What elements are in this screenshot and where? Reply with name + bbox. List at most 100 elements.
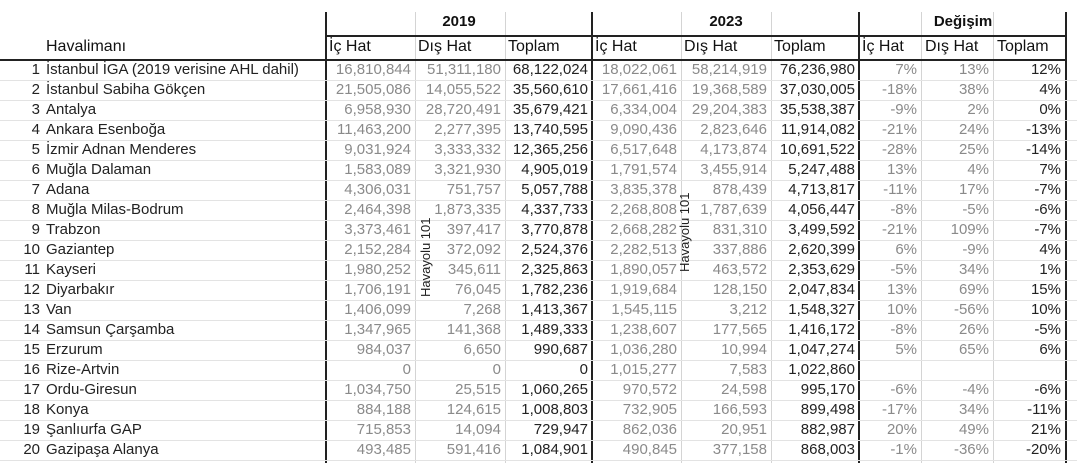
total-change-header: Toplam <box>997 38 1049 55</box>
domestic-2019-header: İç Hat <box>329 38 371 55</box>
value-cell-ct: -11% <box>1027 401 1061 418</box>
value-cell-d23: 1,015,277 <box>610 361 677 378</box>
value-cell-ci: 24% <box>958 121 989 138</box>
value-cell-d19: 715,853 <box>356 421 411 438</box>
value-cell-t23: 5,247,488 <box>788 161 855 178</box>
value-cell-d19: 1,980,252 <box>344 261 411 278</box>
value-cell-t19: 3,770,878 <box>521 221 588 238</box>
value-cell-ct: 1% <box>1039 261 1061 278</box>
value-cell-ct: -6% <box>1034 201 1061 218</box>
section-divider <box>325 12 327 463</box>
value-cell-ct: 12% <box>1030 61 1061 78</box>
value-cell-ci: 25% <box>958 141 989 158</box>
value-cell-i19: 751,757 <box>446 181 501 198</box>
value-cell-i23: 24,598 <box>721 381 767 398</box>
international-change-header: Dış Hat <box>925 38 979 55</box>
value-cell-ct: 15% <box>1030 281 1061 298</box>
value-cell-d19: 2,464,398 <box>344 201 411 218</box>
row-divider <box>0 420 1077 421</box>
value-cell-ct: -20% <box>1025 441 1061 458</box>
column-divider <box>505 12 506 463</box>
value-cell-t19: 0 <box>579 361 588 378</box>
row-divider <box>0 140 1077 141</box>
value-cell-i19: 1,873,335 <box>434 201 501 218</box>
value-cell-ci: 2% <box>967 101 989 118</box>
value-cell-d23: 2,668,282 <box>610 221 677 238</box>
value-cell-i19: 14,094 <box>455 421 501 438</box>
airport-name-cell: Kayseri <box>46 261 97 278</box>
value-cell-i19: 3,321,930 <box>434 161 501 178</box>
column-divider <box>415 12 416 463</box>
value-cell-t19: 2,325,863 <box>521 261 588 278</box>
rank-cell: 16 <box>23 361 40 378</box>
value-cell-cd: 13% <box>886 161 917 178</box>
value-cell-ci: 34% <box>958 261 989 278</box>
value-cell-t19: 1,084,901 <box>521 441 588 458</box>
value-cell-i23: 19,368,589 <box>691 81 767 98</box>
airport-name-cell: İzmir Adnan Menderes <box>46 141 197 158</box>
value-cell-ct: -7% <box>1034 221 1061 238</box>
value-cell-t23: 37,030,005 <box>779 81 855 98</box>
value-cell-t23: 1,416,172 <box>788 321 855 338</box>
airport-name-cell: Muğla Milas-Bodrum <box>46 201 184 218</box>
change-header: Değişim <box>933 13 993 30</box>
airport-name-cell: İstanbul İGA (2019 verisine AHL dahil) <box>46 61 299 78</box>
value-cell-cd: 5% <box>895 341 917 358</box>
row-divider <box>0 340 1077 341</box>
value-cell-d19: 3,373,461 <box>344 221 411 238</box>
value-cell-cd: 10% <box>886 301 917 318</box>
airport-name-cell: Ankara Esenboğa <box>46 121 166 138</box>
row-divider <box>0 260 1077 261</box>
value-cell-i19: 76,045 <box>455 281 501 298</box>
value-cell-cd: -1% <box>890 441 917 458</box>
value-cell-ci: -36% <box>953 441 989 458</box>
value-cell-i23: 10,994 <box>721 341 767 358</box>
value-cell-d19: 6,958,930 <box>344 101 411 118</box>
value-cell-i23: 166,593 <box>712 401 767 418</box>
value-cell-i23: 878,439 <box>712 181 767 198</box>
row-divider <box>0 360 1077 361</box>
value-cell-ci: 26% <box>958 321 989 338</box>
international-2023-header: Dış Hat <box>684 38 738 55</box>
airport-column-header: Havalimanı <box>46 38 127 55</box>
value-cell-ct <box>995 360 1061 380</box>
value-cell-t23: 899,498 <box>800 401 855 418</box>
airport-name-cell: İstanbul Sabiha Gökçen <box>46 81 206 98</box>
airport-name-cell: Rize-Artvin <box>46 361 120 378</box>
value-cell-d23: 6,334,004 <box>610 101 677 118</box>
watermark-2019: Havayolu 101 <box>418 217 433 298</box>
value-cell-ci: 34% <box>958 401 989 418</box>
value-cell-d23: 1,238,607 <box>610 321 677 338</box>
value-cell-t23: 11,914,082 <box>781 121 855 138</box>
value-cell-ct: -14% <box>1025 141 1061 158</box>
airport-name-cell: Samsun Çarşamba <box>46 321 175 338</box>
value-cell-t19: 35,560,610 <box>512 81 588 98</box>
rank-cell: 4 <box>31 121 40 138</box>
rank-cell: 10 <box>23 241 40 258</box>
value-cell-ct: 10% <box>1030 301 1061 318</box>
value-cell-ci: 13% <box>958 61 989 78</box>
airport-name-cell: Diyarbakır <box>46 281 115 298</box>
value-cell-d23: 17,661,416 <box>601 81 677 98</box>
value-cell-d23: 6,517,648 <box>610 141 677 158</box>
value-cell-t23: 1,022,860 <box>788 361 855 378</box>
value-cell-ct: -5% <box>1034 321 1061 338</box>
row-divider <box>0 160 1077 161</box>
value-cell-d19: 884,188 <box>356 401 411 418</box>
section-divider <box>591 12 593 463</box>
value-cell-ct: 4% <box>1039 81 1061 98</box>
value-cell-i19: 2,277,395 <box>434 121 501 138</box>
value-cell-t19: 729,947 <box>533 421 588 438</box>
row-divider <box>0 80 1077 81</box>
value-cell-ci: 109% <box>950 221 989 238</box>
value-cell-t23: 1,047,274 <box>788 341 855 358</box>
rank-cell: 14 <box>23 321 40 338</box>
rank-cell: 20 <box>23 441 40 458</box>
value-cell-cd: 7% <box>895 61 917 78</box>
value-cell-d23: 1,890,057 <box>610 261 677 278</box>
value-cell-t19: 2,524,376 <box>521 241 588 258</box>
value-cell-cd: -17% <box>881 401 917 418</box>
value-cell-i19: 397,417 <box>446 221 501 238</box>
value-cell-i23: 29,204,383 <box>691 101 767 118</box>
